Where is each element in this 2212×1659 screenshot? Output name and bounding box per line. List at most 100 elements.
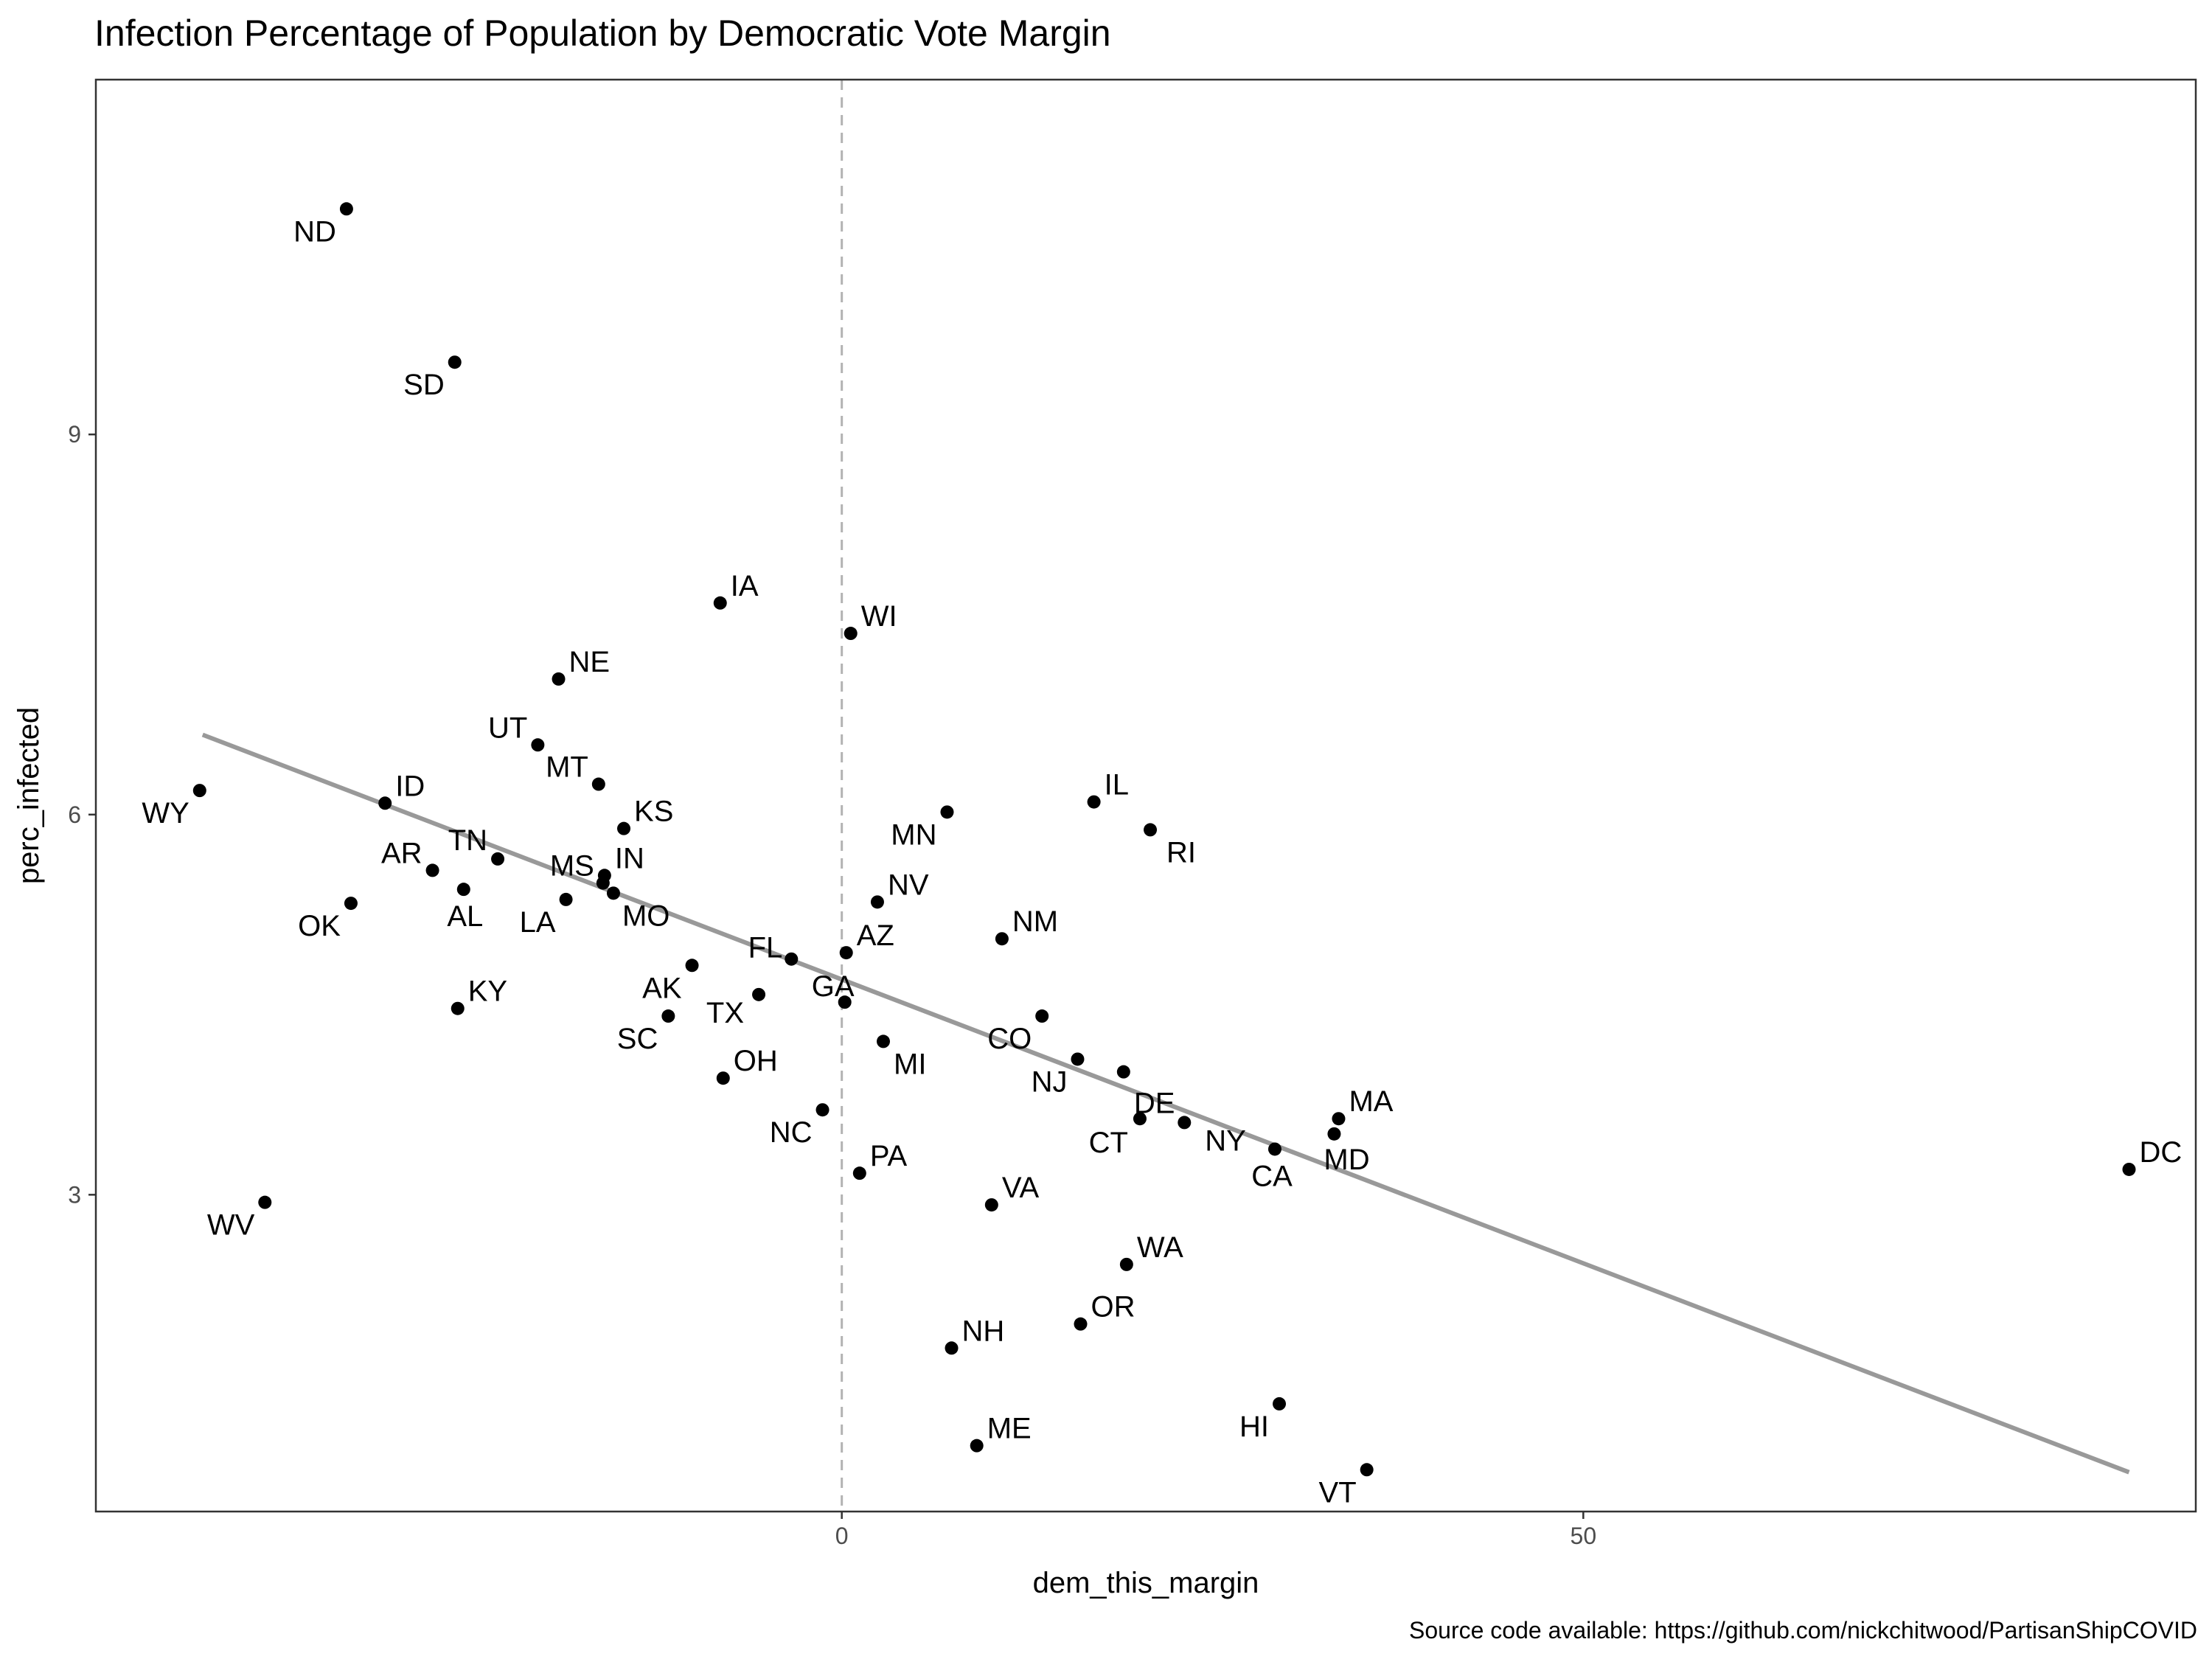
point-label-ak: AK bbox=[642, 972, 682, 1004]
data-point-al bbox=[456, 883, 470, 897]
point-label-in: IN bbox=[615, 842, 644, 874]
point-label-me: ME bbox=[987, 1413, 1032, 1445]
point-label-ok: OK bbox=[298, 910, 341, 942]
point-label-ca: CA bbox=[1251, 1160, 1293, 1192]
point-label-hi: HI bbox=[1239, 1411, 1269, 1443]
data-point-mi bbox=[877, 1034, 890, 1048]
point-label-nh: NH bbox=[962, 1315, 1005, 1347]
data-point-nd bbox=[339, 202, 353, 216]
point-label-la: LA bbox=[520, 906, 556, 939]
data-point-nh bbox=[945, 1341, 959, 1355]
data-point-wy bbox=[192, 784, 206, 798]
point-label-or: OR bbox=[1091, 1291, 1135, 1324]
point-label-az: AZ bbox=[857, 919, 894, 952]
data-point-ny bbox=[1178, 1116, 1192, 1130]
data-point-va bbox=[984, 1198, 998, 1212]
data-point-ks bbox=[617, 821, 631, 835]
point-label-md: MD bbox=[1324, 1144, 1369, 1176]
y-tick-label: 6 bbox=[68, 801, 81, 828]
data-point-oh bbox=[716, 1071, 730, 1085]
data-point-ne bbox=[552, 672, 566, 686]
data-point-ct bbox=[1133, 1112, 1147, 1126]
chart-title: Infection Percentage of Population by De… bbox=[94, 13, 1111, 54]
data-point-mn bbox=[940, 805, 954, 819]
data-point-ca bbox=[1267, 1142, 1281, 1156]
point-label-nv: NV bbox=[888, 869, 929, 901]
point-label-tn: TN bbox=[448, 824, 487, 857]
data-point-wa bbox=[1119, 1257, 1133, 1271]
point-label-oh: OH bbox=[734, 1045, 778, 1077]
x-axis-label: dem_this_margin bbox=[1033, 1567, 1259, 1599]
panel-border bbox=[94, 78, 2197, 1513]
point-label-mn: MN bbox=[891, 818, 936, 851]
point-label-ut: UT bbox=[488, 712, 527, 744]
point-label-ga: GA bbox=[812, 970, 855, 1003]
point-label-vt: VT bbox=[1319, 1476, 1357, 1509]
data-point-ut bbox=[531, 738, 545, 752]
data-point-pa bbox=[852, 1166, 866, 1180]
data-point-de bbox=[1116, 1065, 1130, 1079]
data-point-nj bbox=[1071, 1052, 1085, 1066]
point-label-wa: WA bbox=[1137, 1231, 1183, 1264]
point-label-nc: NC bbox=[770, 1116, 813, 1149]
data-point-ak bbox=[685, 959, 699, 973]
y-tick-label: 3 bbox=[68, 1181, 81, 1208]
plot-area: ND SD IA WI NE UT WY ID MT KS IL RI MN TN AR AL OK MS IN MO… bbox=[142, 80, 2182, 1512]
data-point-ia bbox=[713, 596, 727, 610]
axes: 0 50 3 6 9 bbox=[68, 421, 1596, 1549]
x-tick-label: 50 bbox=[1571, 1523, 1597, 1549]
data-point-mo bbox=[606, 886, 620, 900]
point-label-sc: SC bbox=[617, 1023, 658, 1055]
data-point-in bbox=[597, 869, 611, 883]
point-label-ky: KY bbox=[468, 975, 507, 1008]
data-point-co bbox=[1035, 1009, 1049, 1023]
data-point-ky bbox=[451, 1001, 465, 1015]
point-label-il: IL bbox=[1105, 769, 1129, 801]
trend-line bbox=[201, 732, 2130, 1475]
data-point-tx bbox=[752, 987, 766, 1001]
data-point-or bbox=[1074, 1317, 1088, 1331]
data-point-tn bbox=[491, 852, 505, 866]
data-point-la bbox=[559, 892, 573, 906]
point-label-mo: MO bbox=[622, 900, 669, 932]
point-label-sd: SD bbox=[403, 369, 445, 401]
point-label-wv: WV bbox=[207, 1209, 255, 1242]
point-label-wy: WY bbox=[142, 797, 189, 830]
data-point-id bbox=[378, 796, 392, 810]
point-label-fl: FL bbox=[748, 932, 783, 964]
point-label-va: VA bbox=[1002, 1172, 1040, 1204]
data-point-az bbox=[839, 946, 853, 960]
data-point-mt bbox=[591, 777, 605, 791]
data-point-ma bbox=[1332, 1112, 1346, 1126]
point-label-ks: KS bbox=[634, 796, 673, 828]
point-label-al: AL bbox=[447, 900, 483, 933]
point-label-ar: AR bbox=[381, 837, 422, 869]
data-point-ar bbox=[425, 863, 439, 877]
point-label-id: ID bbox=[395, 770, 425, 802]
point-label-ia: IA bbox=[731, 570, 759, 602]
point-label-ma: MA bbox=[1349, 1085, 1393, 1118]
point-label-nm: NM bbox=[1012, 905, 1058, 938]
data-point-ok bbox=[344, 897, 358, 911]
data-point-fl bbox=[785, 952, 799, 966]
point-label-tx: TX bbox=[706, 997, 744, 1029]
source-caption: Source code available: https://github.co… bbox=[1409, 1617, 2197, 1644]
data-point-dc bbox=[2122, 1162, 2136, 1176]
data-point-nc bbox=[815, 1103, 830, 1117]
point-label-ny: NY bbox=[1205, 1124, 1246, 1157]
x-tick-label: 0 bbox=[835, 1523, 849, 1549]
data-point-wv bbox=[258, 1195, 272, 1209]
point-label-nj: NJ bbox=[1032, 1065, 1068, 1098]
data-point-sc bbox=[661, 1009, 675, 1023]
y-tick-label: 9 bbox=[68, 421, 81, 448]
data-point-nv bbox=[870, 895, 884, 909]
point-label-mt: MT bbox=[546, 751, 588, 784]
data-point-ga bbox=[838, 995, 852, 1009]
data-point-il bbox=[1087, 795, 1101, 809]
point-label-dc: DC bbox=[2139, 1136, 2182, 1169]
data-point-md bbox=[1327, 1127, 1341, 1141]
data-point-nm bbox=[995, 932, 1009, 946]
point-label-ne: NE bbox=[569, 646, 611, 678]
